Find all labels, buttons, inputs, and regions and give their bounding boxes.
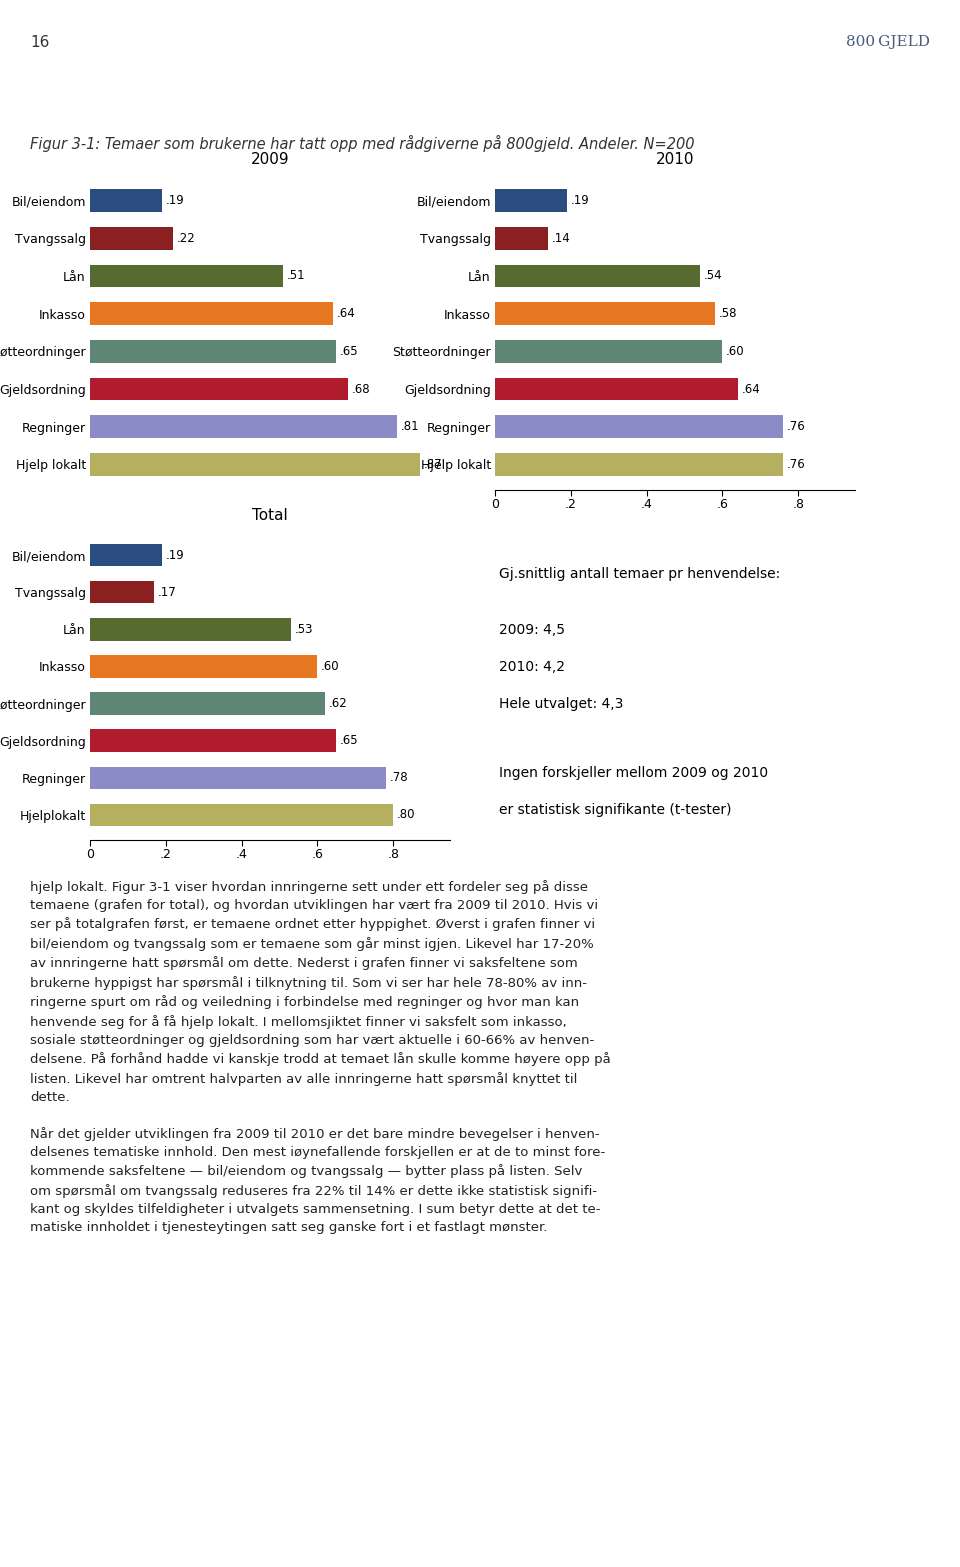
Text: .62: .62	[328, 697, 348, 710]
Bar	[90, 415, 396, 439]
Bar	[90, 730, 336, 752]
Text: .81: .81	[400, 420, 420, 432]
Bar	[90, 655, 318, 677]
Text: .17: .17	[158, 586, 177, 599]
Text: .19: .19	[166, 548, 184, 561]
Text: Total: Total	[252, 508, 288, 522]
Bar	[90, 302, 332, 324]
Text: .14: .14	[552, 232, 570, 244]
Bar	[495, 302, 715, 324]
Text: .60: .60	[322, 660, 340, 672]
Text: 2009: 2009	[251, 152, 289, 168]
Text: hjelp lokalt. Figur 3-1 viser hvordan innringerne sett under ett fordeler seg på: hjelp lokalt. Figur 3-1 viser hvordan in…	[30, 881, 611, 1233]
Bar	[495, 227, 548, 249]
Text: Ingen forskjeller mellom 2009 og 2010: Ingen forskjeller mellom 2009 og 2010	[499, 766, 768, 780]
Bar	[495, 415, 783, 439]
Text: .78: .78	[390, 771, 408, 784]
Bar	[495, 340, 722, 362]
Text: .51: .51	[287, 270, 305, 282]
Text: .80: .80	[396, 809, 416, 821]
Bar	[495, 190, 567, 212]
Bar	[90, 227, 174, 249]
Bar	[90, 804, 394, 826]
Text: .65: .65	[340, 345, 359, 357]
Text: .54: .54	[704, 270, 722, 282]
Bar	[90, 190, 162, 212]
Text: .68: .68	[351, 382, 371, 395]
Bar	[90, 619, 291, 641]
Text: 2009: 4,5: 2009: 4,5	[499, 624, 565, 638]
Text: .19: .19	[166, 194, 184, 207]
Text: 2010: 2010	[656, 152, 694, 168]
Text: 800 GJELD: 800 GJELD	[846, 34, 930, 49]
Bar	[495, 378, 737, 400]
Text: .76: .76	[787, 420, 805, 432]
Text: 2010: 4,2: 2010: 4,2	[499, 660, 565, 674]
Text: Figur 3-1: Temaer som brukerne har tatt opp med rådgiverne på 800gjeld. Andeler.: Figur 3-1: Temaer som brukerne har tatt …	[30, 135, 694, 152]
Text: .87: .87	[423, 458, 443, 470]
Bar	[90, 581, 155, 603]
Text: .58: .58	[719, 307, 737, 320]
Text: .64: .64	[741, 382, 760, 395]
Text: 16: 16	[30, 34, 49, 50]
Bar	[90, 340, 336, 362]
Text: er statistisk signifikante (t-tester): er statistisk signifikante (t-tester)	[499, 802, 732, 816]
Bar	[90, 378, 348, 400]
Bar	[495, 265, 700, 287]
Text: Hele utvalget: 4,3: Hele utvalget: 4,3	[499, 697, 623, 711]
Text: .76: .76	[787, 458, 805, 470]
Text: .64: .64	[336, 307, 355, 320]
Text: .53: .53	[295, 622, 313, 636]
Bar	[90, 453, 420, 476]
Text: .65: .65	[340, 733, 359, 747]
Bar	[90, 766, 386, 788]
Bar	[495, 453, 783, 476]
Bar	[90, 544, 162, 566]
Text: .19: .19	[571, 194, 589, 207]
Text: .60: .60	[726, 345, 745, 357]
Bar	[90, 693, 324, 715]
Bar	[90, 265, 283, 287]
Text: Gj.snittlig antall temaer pr henvendelse:: Gj.snittlig antall temaer pr henvendelse…	[499, 567, 780, 581]
Text: .22: .22	[178, 232, 196, 244]
